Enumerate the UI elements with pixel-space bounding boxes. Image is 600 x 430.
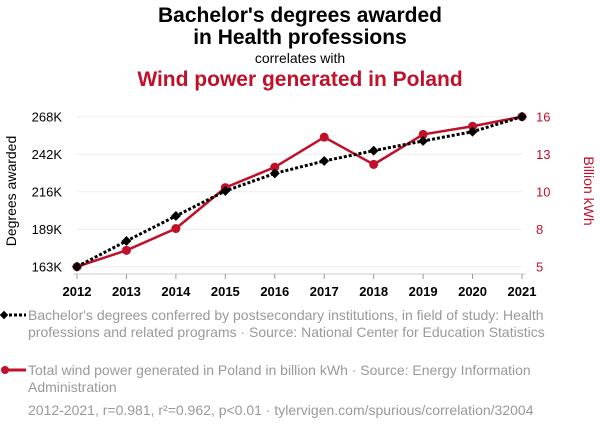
x-tick-label: 2014: [161, 284, 191, 299]
y-axis-label-left: Degrees awarded: [3, 136, 19, 247]
left-tick-label: 268K: [32, 110, 63, 125]
right-tick-label: 16: [536, 110, 550, 125]
x-tick-label: 2015: [211, 284, 240, 299]
right-tick-label: 13: [536, 147, 550, 162]
left-tick-label: 163K: [32, 260, 63, 275]
correlates-with-label: correlates with: [254, 50, 346, 66]
data-point-degrees: [121, 236, 132, 246]
chart-title-secondary: Wind power generated in Poland: [137, 68, 463, 91]
right-tick-label: 8: [536, 222, 543, 237]
data-point-wind-power: [468, 121, 478, 131]
chart-title-line1: Bachelor's degrees awarded: [158, 4, 442, 27]
data-point-degrees: [269, 168, 280, 179]
x-tick-label: 2013: [112, 284, 141, 299]
left-tick-label: 216K: [32, 185, 63, 200]
data-point-wind-power: [369, 159, 379, 169]
x-tick-label: 2017: [310, 284, 339, 299]
data-point-degrees: [418, 136, 429, 146]
data-point-degrees: [517, 111, 527, 122]
data-point-wind-power: [171, 224, 181, 234]
data-point-degrees: [72, 261, 82, 272]
legend-circle-icon: [1, 366, 9, 374]
footer-stats: 2012-2021, r=0.981, r²=0.962, p<0.01 · t…: [28, 402, 534, 418]
legend-markers: [0, 310, 26, 374]
x-tick-label: 2018: [359, 284, 388, 299]
data-point-wind-power: [121, 245, 131, 255]
legend-item-1: Bachelor's degrees conferred by postseco…: [28, 307, 588, 341]
right-tick-label: 10: [536, 185, 550, 200]
x-tick-label: 2016: [260, 284, 289, 299]
left-tick-label: 242K: [32, 147, 63, 162]
data-point-wind-power: [319, 132, 329, 142]
chart-title-line2: in Health professions: [193, 26, 407, 49]
data-point-degrees: [368, 145, 379, 156]
right-tick-label: 5: [536, 260, 543, 275]
x-tick-label: 2019: [409, 284, 438, 299]
plot-area: 163K 5 189K 8 216K 10 242K 13 268K 16 2012 2013 2014…: [3, 110, 597, 299]
data-point-wind-power: [418, 129, 428, 139]
left-tick-label: 189K: [32, 222, 63, 237]
data-point-degrees: [170, 211, 181, 221]
x-tick-label: 2020: [458, 284, 487, 299]
x-tick-label: 2021: [508, 284, 537, 299]
data-point-wind-power: [270, 162, 280, 172]
legend-text-1: Bachelor's degrees conferred by postseco…: [28, 307, 545, 340]
legend-diamond-icon: [0, 310, 9, 320]
series-line-degrees: [76, 115, 523, 269]
data-point-degrees: [220, 186, 231, 196]
legend-item-2: Total wind power generated in Poland in …: [28, 362, 588, 396]
x-tick-label: 2012: [63, 284, 92, 299]
legend-text-2: Total wind power generated in Poland in …: [28, 362, 531, 395]
series-line-wind-power: [76, 115, 523, 268]
y-axis-label-right: Billion kWh: [581, 156, 597, 225]
data-point-degrees: [467, 126, 478, 137]
data-point-degrees: [319, 156, 330, 166]
